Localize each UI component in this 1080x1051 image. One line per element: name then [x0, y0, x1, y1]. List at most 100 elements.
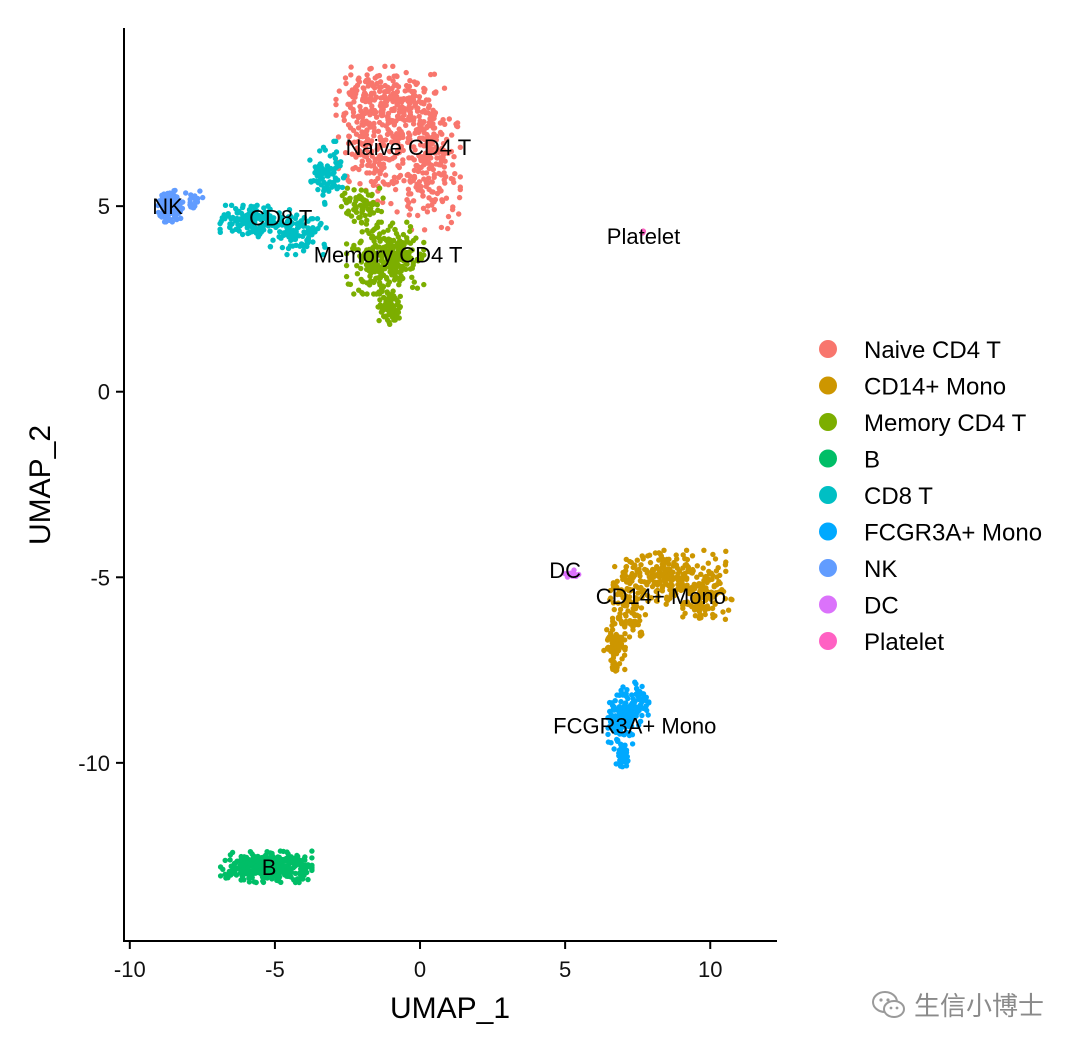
point	[388, 259, 395, 266]
point	[343, 262, 350, 269]
point	[371, 90, 377, 96]
point	[441, 85, 448, 91]
point	[240, 213, 246, 219]
point	[376, 72, 383, 79]
point	[634, 557, 640, 563]
point	[227, 852, 234, 858]
point	[222, 202, 229, 208]
point	[406, 191, 412, 197]
point	[254, 215, 260, 221]
point	[279, 244, 286, 251]
point	[652, 573, 658, 579]
point	[308, 864, 315, 870]
point	[414, 80, 420, 86]
point	[635, 596, 641, 602]
point	[439, 145, 445, 152]
point	[433, 137, 439, 143]
point	[245, 870, 251, 876]
point	[236, 228, 242, 234]
point	[445, 213, 452, 220]
point	[432, 196, 439, 203]
point	[635, 590, 641, 596]
point	[228, 202, 235, 208]
point	[357, 103, 363, 110]
point	[638, 562, 644, 568]
point	[342, 190, 348, 196]
point	[301, 863, 307, 869]
point	[622, 624, 628, 630]
point	[420, 135, 426, 141]
point	[623, 763, 630, 769]
point	[342, 150, 349, 156]
point	[289, 220, 295, 226]
point	[431, 125, 438, 131]
point	[443, 195, 450, 201]
point	[305, 876, 311, 883]
point	[345, 140, 352, 147]
point	[268, 854, 274, 860]
point	[333, 96, 339, 103]
point	[418, 157, 424, 164]
point	[371, 128, 378, 135]
point	[667, 587, 673, 593]
point	[347, 91, 353, 98]
point	[359, 229, 365, 235]
point	[702, 611, 708, 618]
point	[164, 196, 171, 202]
point	[354, 119, 360, 125]
point	[629, 741, 636, 747]
point	[689, 584, 695, 590]
cluster-label: CD8 T	[249, 205, 312, 230]
point	[385, 282, 391, 288]
point	[406, 212, 412, 218]
point	[291, 236, 297, 242]
point	[385, 248, 391, 254]
point	[454, 123, 461, 130]
point	[685, 567, 691, 574]
point	[611, 746, 617, 752]
legend-item: B	[819, 447, 880, 474]
point	[362, 140, 369, 146]
point	[405, 186, 412, 192]
point	[261, 205, 267, 211]
legend-swatch	[819, 486, 837, 504]
series-b	[217, 848, 315, 886]
point	[227, 223, 233, 229]
point	[403, 122, 409, 128]
point	[341, 113, 347, 119]
legend-item: DC	[819, 593, 899, 620]
point	[336, 160, 342, 166]
point	[378, 100, 384, 107]
point	[399, 104, 405, 110]
point	[612, 563, 618, 570]
point	[676, 568, 683, 574]
point	[217, 229, 223, 235]
point	[615, 616, 622, 622]
point	[365, 83, 371, 89]
point	[188, 192, 194, 198]
point	[622, 631, 628, 637]
point	[638, 605, 645, 611]
point	[439, 198, 446, 205]
point	[712, 556, 719, 562]
point	[409, 274, 415, 280]
point	[197, 188, 203, 194]
point	[667, 595, 673, 601]
point	[397, 172, 404, 179]
point	[359, 114, 366, 120]
point	[332, 175, 339, 181]
point	[200, 194, 206, 201]
point	[698, 589, 704, 595]
point	[610, 600, 617, 606]
point	[562, 571, 568, 577]
point	[253, 863, 260, 870]
point	[350, 166, 356, 172]
legend-label: CD14+ Mono	[864, 374, 1006, 401]
point	[372, 265, 378, 271]
point	[249, 229, 255, 235]
point	[396, 164, 402, 171]
point	[380, 199, 386, 206]
point	[381, 155, 388, 161]
point	[308, 216, 314, 222]
point	[366, 158, 373, 165]
